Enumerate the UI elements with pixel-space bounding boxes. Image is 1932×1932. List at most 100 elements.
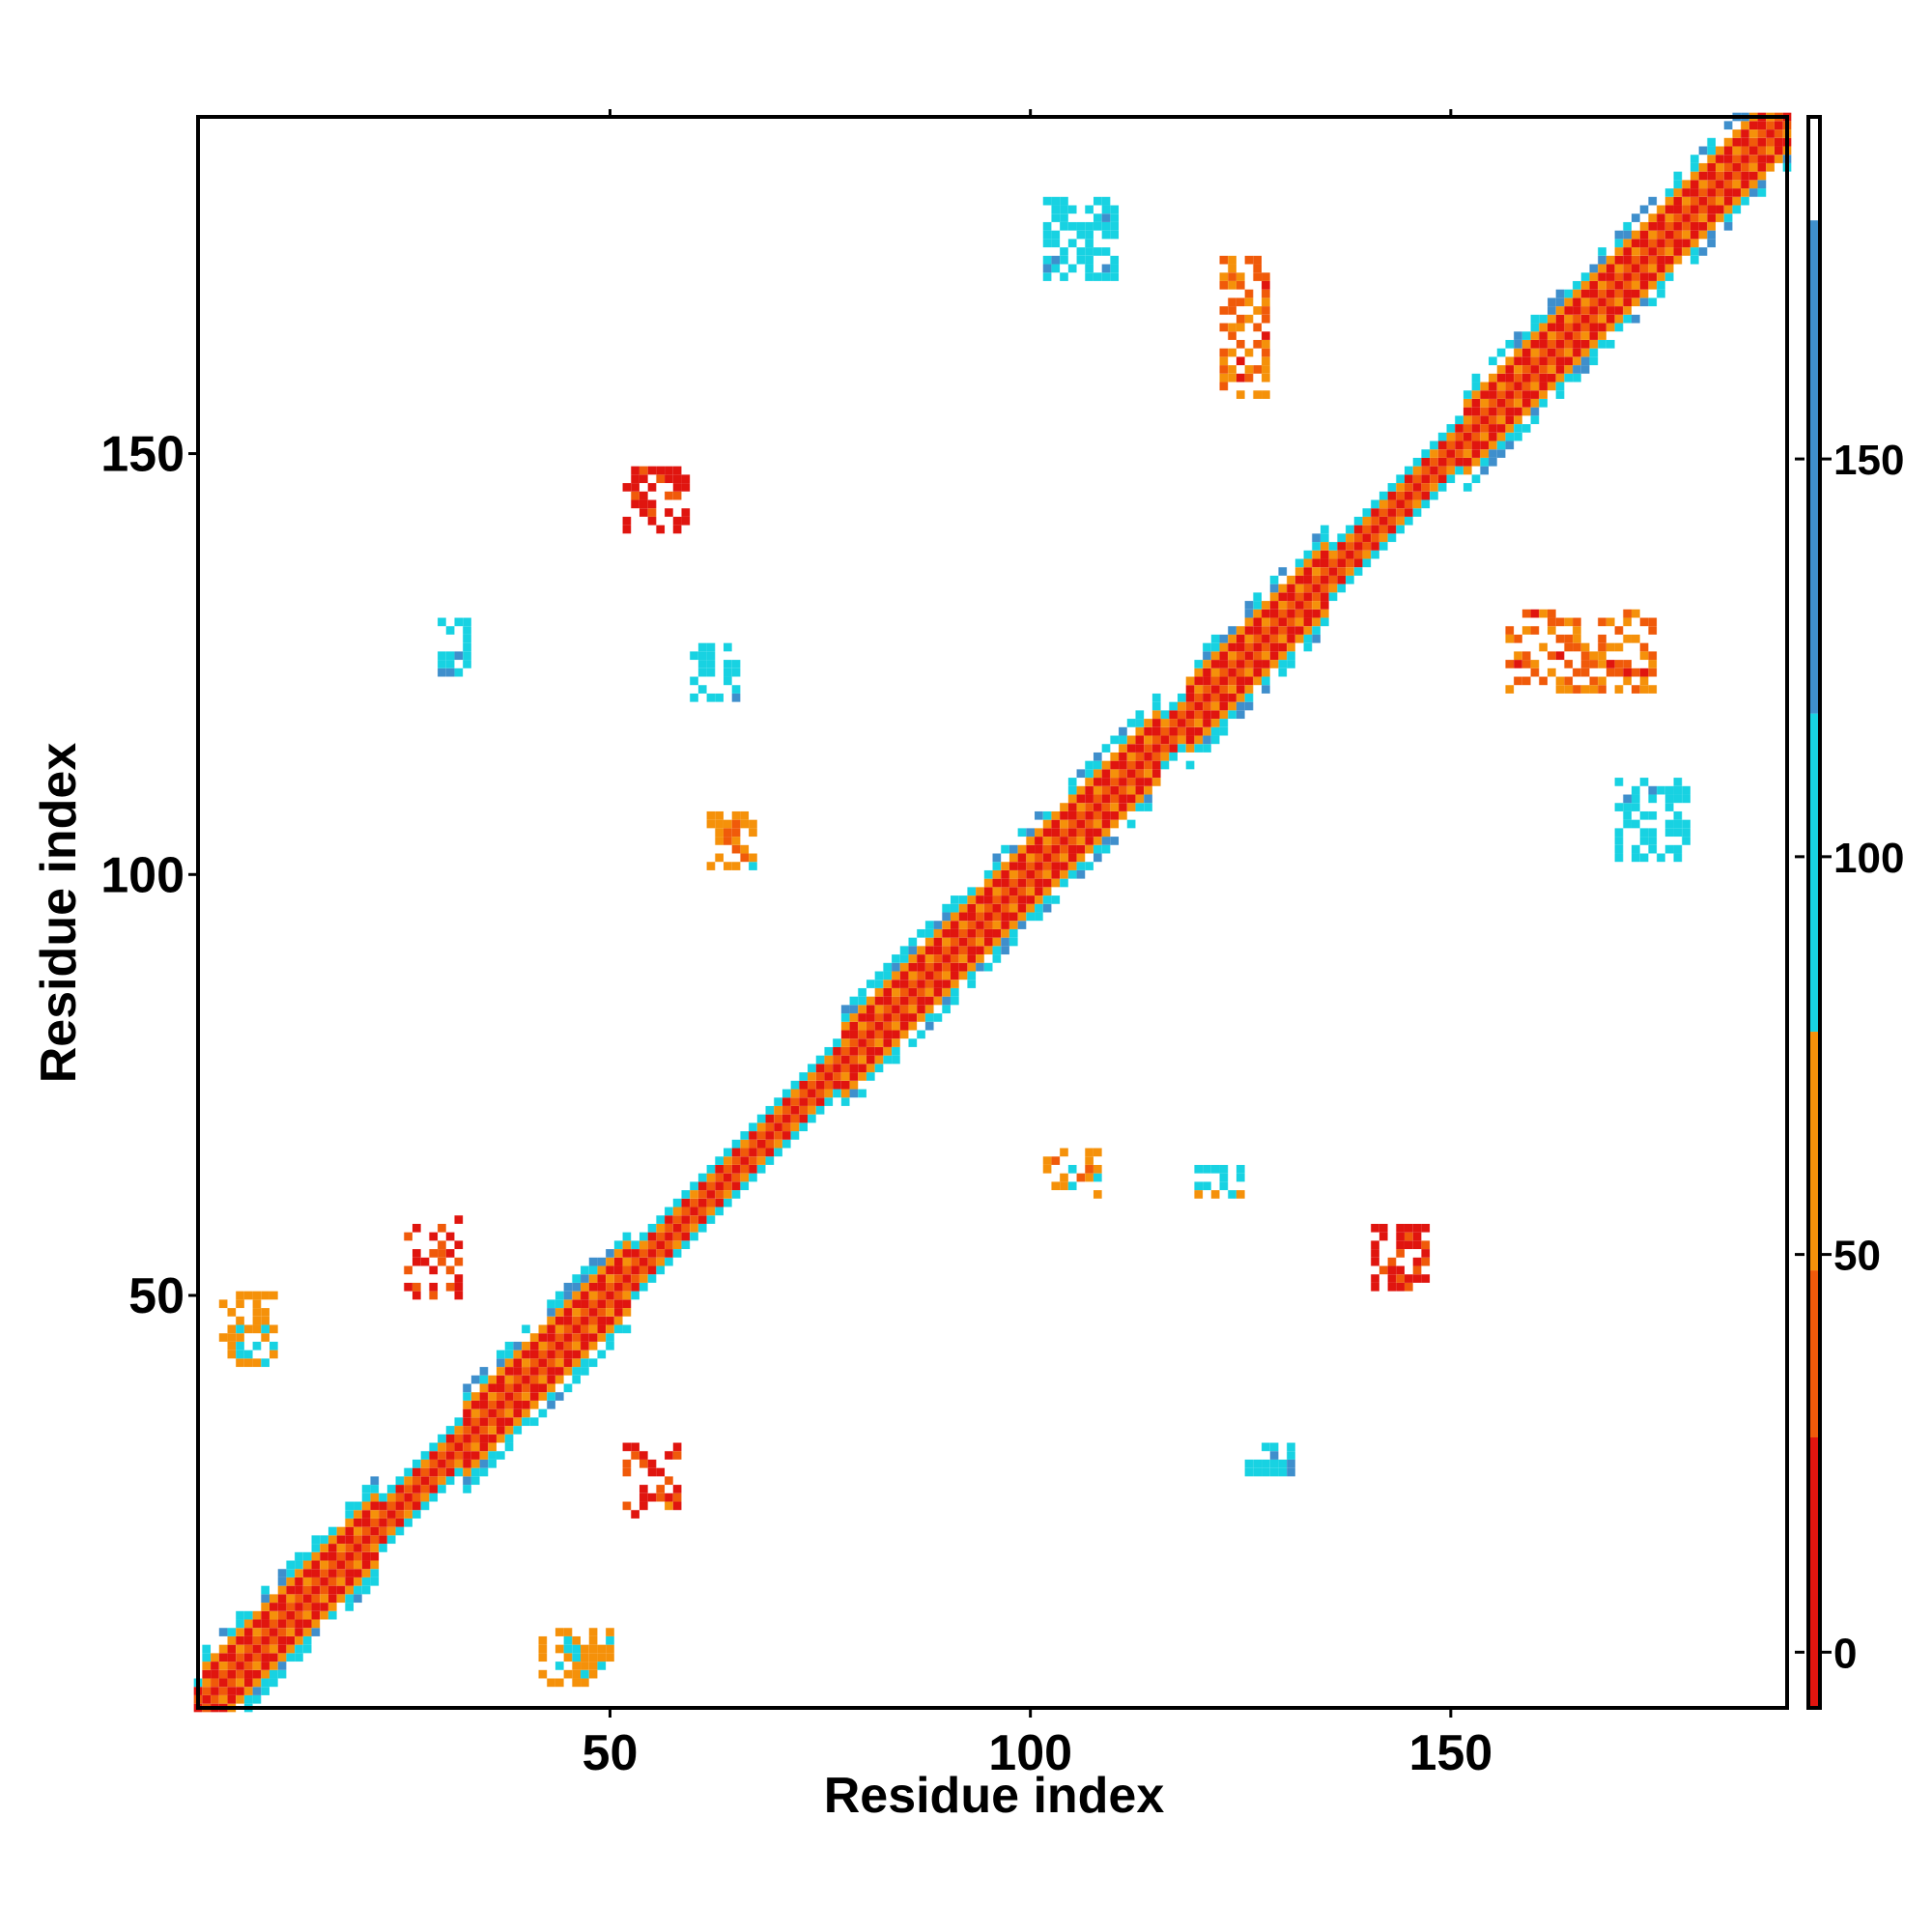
heatmap-cell bbox=[1210, 668, 1220, 677]
heatmap-cell bbox=[1521, 398, 1531, 408]
heatmap-cell bbox=[1547, 373, 1556, 383]
heatmap-cell bbox=[202, 1687, 212, 1695]
heatmap-cell bbox=[724, 837, 732, 845]
heatmap-cell bbox=[236, 1291, 244, 1300]
heatmap-cell bbox=[1337, 542, 1347, 551]
heatmap-cell bbox=[731, 810, 741, 820]
heatmap-cell bbox=[622, 1249, 632, 1258]
heatmap-cell bbox=[892, 996, 900, 1006]
heatmap-cell bbox=[488, 1392, 497, 1401]
heatmap-cell bbox=[1278, 617, 1288, 627]
heatmap-cell bbox=[488, 1426, 497, 1435]
heatmap-cell bbox=[647, 508, 657, 517]
heatmap-cell bbox=[597, 1257, 607, 1266]
heatmap-cell bbox=[1623, 280, 1632, 290]
heatmap-cell bbox=[218, 1628, 228, 1636]
heatmap-cell bbox=[1430, 483, 1438, 492]
heatmap-cell bbox=[1623, 676, 1632, 686]
heatmap-cell bbox=[261, 1678, 270, 1688]
heatmap-cell bbox=[1294, 575, 1304, 584]
heatmap-cell bbox=[908, 946, 918, 955]
heatmap-cell bbox=[1664, 255, 1674, 265]
heatmap-cell bbox=[572, 1358, 581, 1368]
heatmap-cell bbox=[1489, 415, 1497, 425]
heatmap-cell bbox=[1682, 247, 1690, 256]
heatmap-cell bbox=[429, 1282, 439, 1292]
heatmap-cell bbox=[1573, 634, 1581, 643]
heatmap-cell bbox=[715, 1181, 724, 1191]
heatmap-cell bbox=[1085, 785, 1094, 795]
heatmap-cell bbox=[1555, 331, 1565, 340]
heatmap-cell bbox=[1346, 542, 1354, 551]
heatmap-cell bbox=[252, 1619, 262, 1629]
heatmap-cell bbox=[1514, 634, 1522, 643]
heatmap-cell bbox=[1741, 155, 1749, 163]
heatmap-cell bbox=[522, 1408, 530, 1418]
heatmap-cell bbox=[463, 1459, 471, 1468]
heatmap-cell bbox=[1287, 1451, 1295, 1460]
heatmap-cell bbox=[1598, 339, 1606, 349]
heatmap-cell bbox=[463, 1442, 471, 1452]
heatmap-cell bbox=[1287, 634, 1295, 643]
heatmap-cell bbox=[270, 1678, 278, 1688]
heatmap-cell bbox=[236, 1341, 244, 1350]
heatmap-cell bbox=[1076, 803, 1086, 811]
heatmap-cell bbox=[874, 1030, 884, 1039]
heatmap-cell bbox=[1589, 323, 1599, 332]
heatmap-cell bbox=[581, 1341, 589, 1350]
heatmap-cell bbox=[1412, 457, 1422, 467]
heatmap-cell bbox=[445, 1476, 455, 1486]
heatmap-cell bbox=[622, 1265, 632, 1275]
heatmap-cell bbox=[588, 1662, 598, 1670]
heatmap-cell bbox=[1766, 129, 1775, 138]
heatmap-cell bbox=[588, 1333, 598, 1342]
heatmap-cell bbox=[404, 1501, 412, 1511]
heatmap-cell bbox=[412, 1467, 421, 1477]
heatmap-cell bbox=[1412, 1274, 1422, 1283]
heatmap-cell bbox=[1673, 180, 1683, 189]
heatmap-cell bbox=[588, 1265, 598, 1275]
heatmap-cell bbox=[286, 1577, 296, 1586]
heatmap-cell bbox=[1135, 794, 1145, 804]
heatmap-cell bbox=[1210, 1190, 1220, 1199]
heatmap-cell bbox=[924, 1013, 934, 1022]
heatmap-cell bbox=[1126, 778, 1136, 786]
heatmap-cell bbox=[613, 1291, 623, 1300]
heatmap-cell bbox=[1632, 239, 1640, 248]
heatmap-cell bbox=[740, 1148, 750, 1157]
heatmap-cell bbox=[1085, 264, 1094, 273]
heatmap-cell bbox=[883, 962, 893, 972]
heatmap-cell bbox=[715, 1190, 724, 1199]
heatmap-cell bbox=[1514, 356, 1522, 366]
heatmap-cell bbox=[681, 483, 691, 492]
heatmap-cell bbox=[227, 1678, 237, 1688]
heatmap-cell bbox=[1160, 744, 1170, 753]
heatmap-cell bbox=[261, 1653, 270, 1662]
heatmap-cell bbox=[554, 1678, 564, 1688]
heatmap-cell bbox=[1707, 137, 1716, 147]
heatmap-cell bbox=[1169, 710, 1178, 720]
heatmap-cell bbox=[320, 1544, 328, 1552]
heatmap-cell bbox=[697, 1215, 707, 1224]
heatmap-cell bbox=[1530, 660, 1540, 668]
heatmap-cell bbox=[497, 1358, 505, 1368]
heatmap-cell bbox=[1362, 542, 1372, 551]
heatmap-cell bbox=[690, 1232, 698, 1241]
heatmap-cell bbox=[295, 1603, 303, 1611]
heatmap-cell bbox=[672, 491, 682, 500]
heatmap-cell bbox=[261, 1619, 270, 1629]
heatmap-cell bbox=[790, 1105, 800, 1115]
heatmap-cell bbox=[1262, 390, 1270, 399]
heatmap-cell bbox=[1521, 365, 1531, 374]
heatmap-cell bbox=[218, 1694, 228, 1704]
heatmap-cell bbox=[554, 1308, 564, 1317]
heatmap-cell bbox=[202, 1644, 212, 1654]
heatmap-cell bbox=[252, 1324, 262, 1334]
heatmap-cell bbox=[1278, 668, 1288, 677]
heatmap-cell bbox=[1042, 903, 1052, 913]
heatmap-cell bbox=[1178, 744, 1186, 753]
heatmap-cell bbox=[438, 1240, 446, 1250]
heatmap-cell bbox=[1051, 837, 1061, 845]
heatmap-cell bbox=[1312, 634, 1321, 643]
heatmap-cell bbox=[874, 1021, 884, 1031]
